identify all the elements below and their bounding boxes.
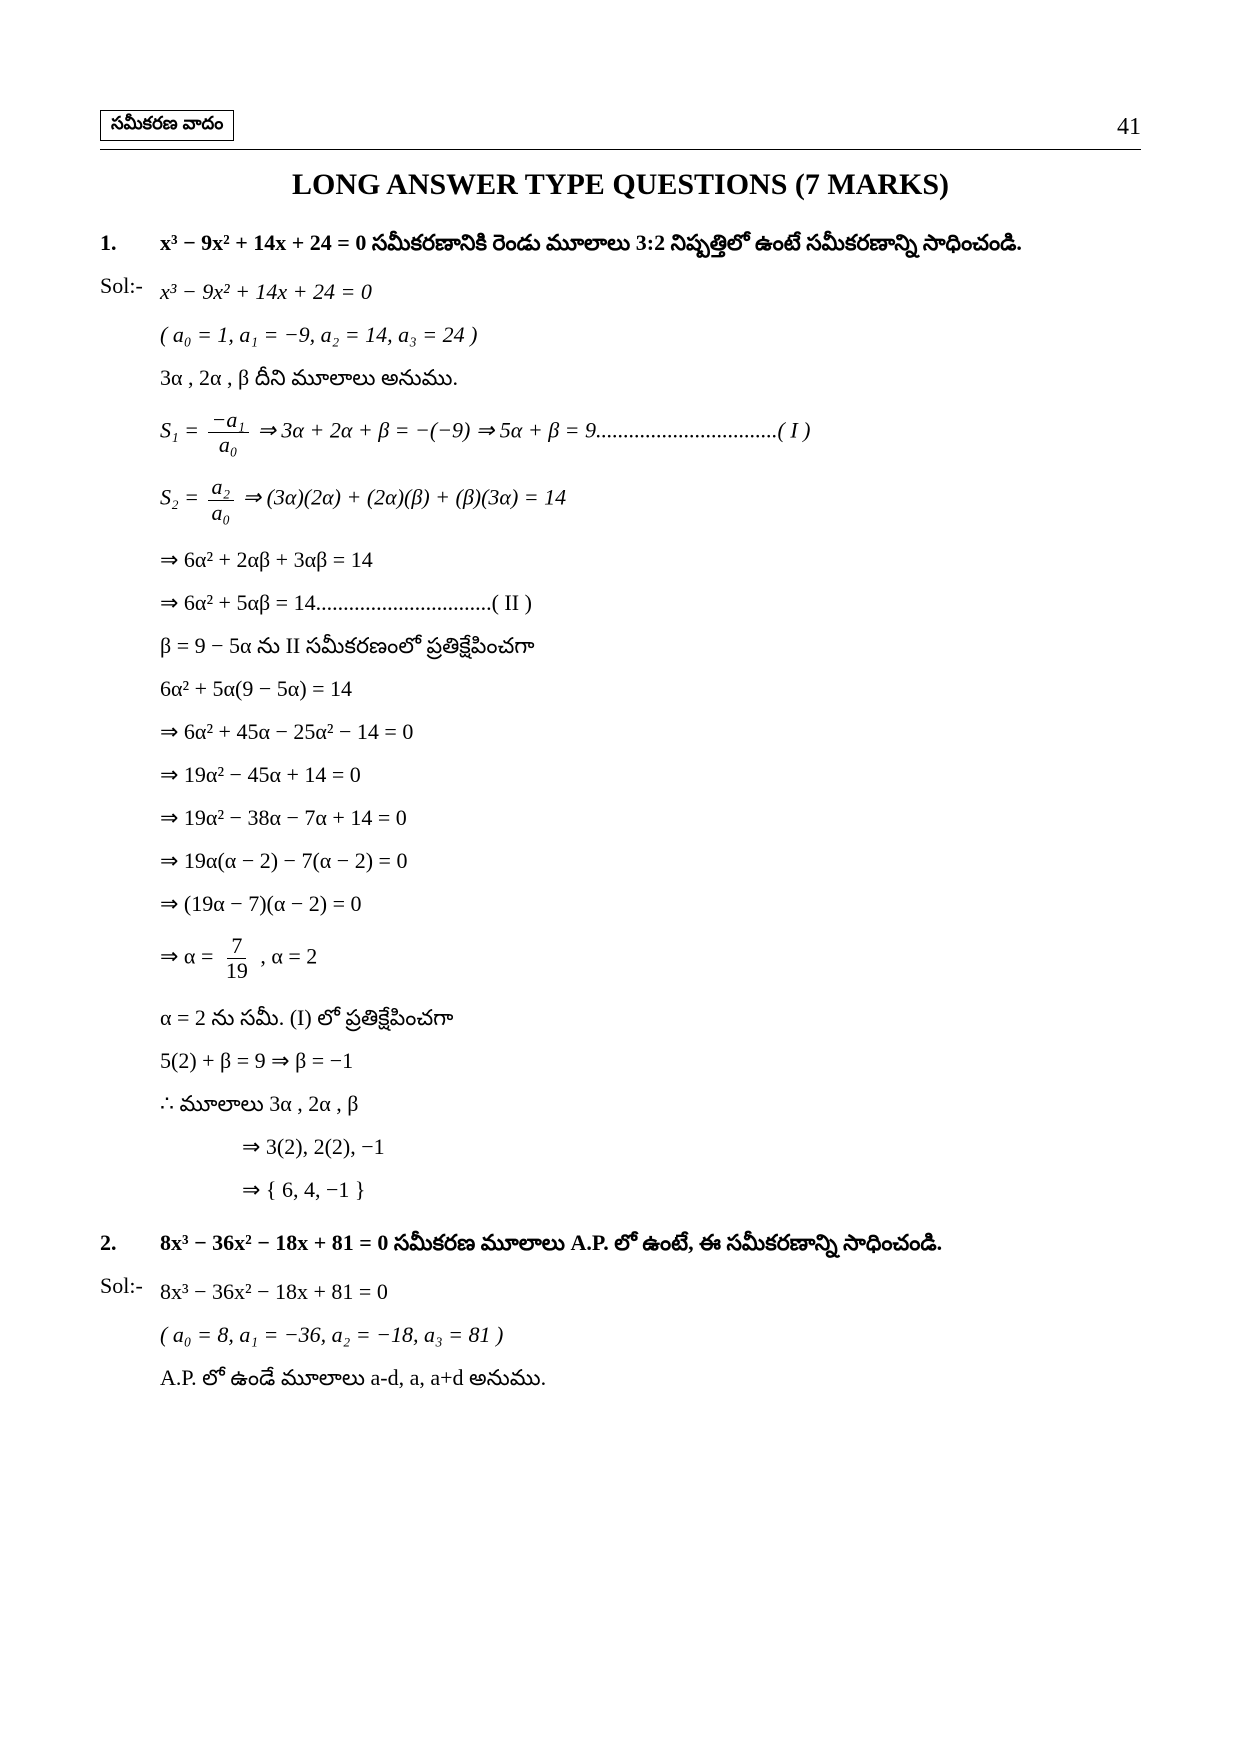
chapter-badge: సమీకరణ వాదం bbox=[100, 110, 234, 141]
prefix: S₁ = bbox=[160, 418, 205, 443]
question-tail: సమీకరణానికి రెండు మూలాలు 3:2 నిష్పత్తిలో… bbox=[366, 230, 1022, 255]
question-text: 8x³ − 36x² − 18x + 81 = 0 సమీకరణ మూలాలు … bbox=[160, 1226, 1141, 1259]
denominator: 19 bbox=[222, 959, 252, 983]
question-row: 1. x³ − 9x² + 14x + 24 = 0 సమీకరణానికి ర… bbox=[100, 226, 1141, 259]
step: A.P. లో ఉండే మూలాలు a-d, a, a+d అనుము. bbox=[160, 1361, 1141, 1394]
step: α = 2 ను సమీ. (I) లో ప్రతిక్షేపించగా bbox=[160, 1001, 1141, 1034]
step: ∴ మూలాలు 3α , 2α , β bbox=[160, 1087, 1141, 1120]
prefix: S₂ = bbox=[160, 485, 205, 510]
question-text: x³ − 9x² + 14x + 24 = 0 సమీకరణానికి రెండ… bbox=[160, 226, 1141, 259]
step: ⇒ 19α² − 38α − 7α + 14 = 0 bbox=[160, 801, 1141, 834]
page-number: 41 bbox=[1117, 114, 1141, 141]
step: 5(2) + β = 9 ⇒ β = −1 bbox=[160, 1044, 1141, 1077]
question-number: 2. bbox=[100, 1226, 160, 1259]
solution-label: Sol:- bbox=[100, 1269, 160, 1302]
step: S₂ = a₂ a₀ ⇒ (3α)(2α) + (2α)(β) + (β)(3α… bbox=[160, 475, 1141, 524]
step: 3α , 2α , β దీని మూలాలు అనుము. bbox=[160, 361, 1141, 394]
step: ⇒ 19α(α − 2) − 7(α − 2) = 0 bbox=[160, 844, 1141, 877]
equation: x³ − 9x² + 14x + 24 = 0 bbox=[160, 230, 366, 255]
step: ( a₀ = 1, a₁ = −9, a₂ = 14, a₃ = 24 ) bbox=[160, 318, 1141, 351]
step: ⇒ α = 7 19 , α = 2 bbox=[160, 934, 1141, 983]
step: ⇒ 6α² + 2αβ + 3αβ = 14 bbox=[160, 543, 1141, 576]
step: β = 9 − 5α ను II సమీకరణంలో ప్రతిక్షేపించ… bbox=[160, 629, 1141, 662]
step: ⇒ (19α − 7)(α − 2) = 0 bbox=[160, 887, 1141, 920]
denominator: a₀ bbox=[215, 433, 242, 457]
step: ⇒ 3(2), 2(2), −1 bbox=[160, 1130, 1141, 1163]
postfix: ⇒ 3α + 2α + β = −(−9) ⇒ 5α + β = 9......… bbox=[258, 418, 811, 443]
postfix: , α = 2 bbox=[260, 943, 317, 968]
step: ( a₀ = 8, a₁ = −36, a₂ = −18, a₃ = 81 ) bbox=[160, 1318, 1141, 1351]
step: S₁ = −a₁ a₀ ⇒ 3α + 2α + β = −(−9) ⇒ 5α +… bbox=[160, 408, 1141, 457]
fraction: a₂ a₀ bbox=[208, 475, 235, 524]
solution-row: Sol:- 8x³ − 36x² − 18x + 81 = 0 ( a₀ = 8… bbox=[100, 1269, 1141, 1404]
equation: 8x³ − 36x² − 18x + 81 = 0 bbox=[160, 1230, 388, 1255]
question-tail: సమీకరణ మూలాలు A.P. లో ఉంటే, ఈ సమీకరణాన్న… bbox=[388, 1230, 942, 1255]
prefix: ⇒ α = bbox=[160, 943, 219, 968]
solution-label: Sol:- bbox=[100, 269, 160, 302]
divider bbox=[100, 149, 1141, 150]
question-number: 1. bbox=[100, 226, 160, 259]
numerator: −a₁ bbox=[208, 408, 250, 433]
solution-row: Sol:- x³ − 9x² + 14x + 24 = 0 ( a₀ = 1, … bbox=[100, 269, 1141, 1216]
numerator: 7 bbox=[227, 934, 246, 959]
step: ⇒ 6α² + 5αβ = 14........................… bbox=[160, 586, 1141, 619]
solution-body: 8x³ − 36x² − 18x + 81 = 0 ( a₀ = 8, a₁ =… bbox=[160, 1269, 1141, 1404]
question-row: 2. 8x³ − 36x² − 18x + 81 = 0 సమీకరణ మూలా… bbox=[100, 1226, 1141, 1259]
step: ⇒ 19α² − 45α + 14 = 0 bbox=[160, 758, 1141, 791]
fraction: −a₁ a₀ bbox=[208, 408, 250, 457]
step: ⇒ 6α² + 45α − 25α² − 14 = 0 bbox=[160, 715, 1141, 748]
solution-body: x³ − 9x² + 14x + 24 = 0 ( a₀ = 1, a₁ = −… bbox=[160, 269, 1141, 1216]
numerator: a₂ bbox=[208, 475, 235, 500]
step: ⇒ { 6, 4, −1 } bbox=[160, 1173, 1141, 1206]
step: 8x³ − 36x² − 18x + 81 = 0 bbox=[160, 1275, 1141, 1308]
page-header: సమీకరణ వాదం 41 bbox=[100, 110, 1141, 141]
postfix: ⇒ (3α)(2α) + (2α)(β) + (β)(3α) = 14 bbox=[243, 485, 567, 510]
fraction: 7 19 bbox=[222, 934, 252, 983]
step: x³ − 9x² + 14x + 24 = 0 bbox=[160, 275, 1141, 308]
denominator: a₀ bbox=[208, 501, 235, 525]
section-title: LONG ANSWER TYPE QUESTIONS (7 MARKS) bbox=[100, 168, 1141, 202]
step: 6α² + 5α(9 − 5α) = 14 bbox=[160, 672, 1141, 705]
